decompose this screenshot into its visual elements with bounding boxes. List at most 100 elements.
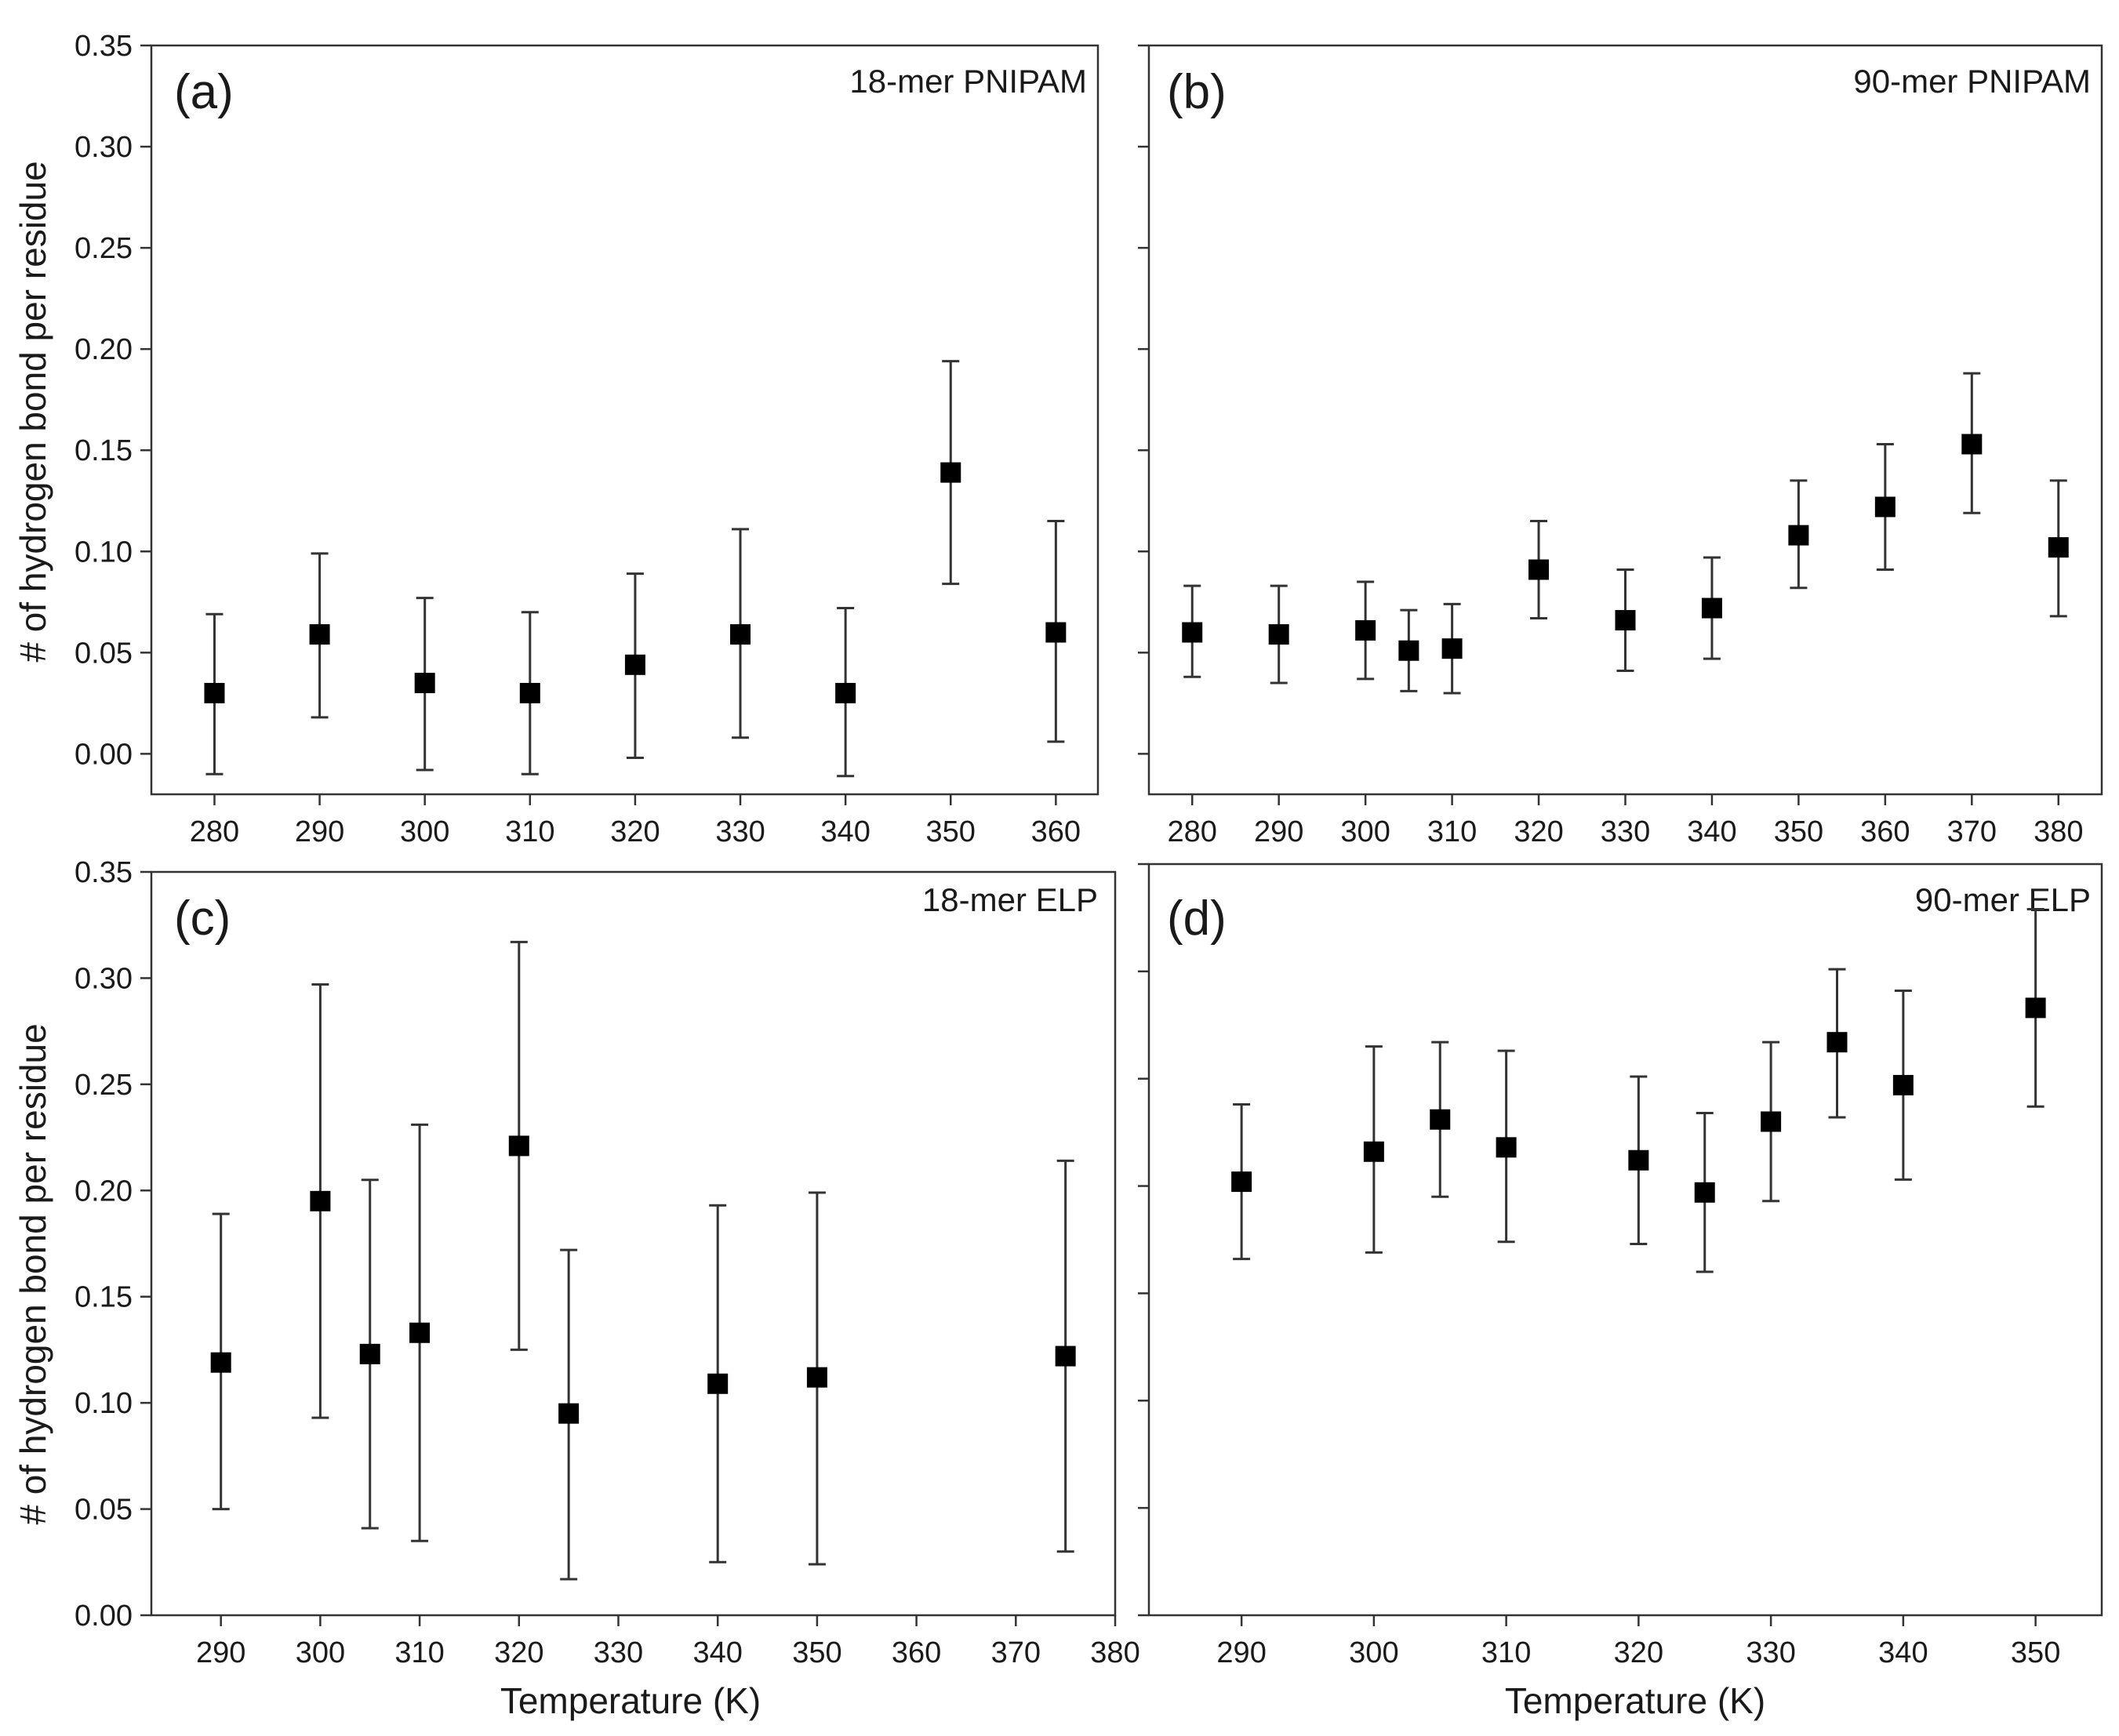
panel-tag-b: (b) — [1167, 65, 1227, 119]
x-tick-label-c: 290 — [196, 1636, 245, 1669]
x-tick-label-c: 300 — [296, 1636, 345, 1669]
y-tick-label-c: 0.00 — [75, 1600, 133, 1632]
data-point-b — [1701, 597, 1722, 619]
data-point-a — [730, 624, 751, 645]
plot-frame-a — [150, 44, 1099, 796]
data-point-c — [359, 1343, 380, 1364]
panel-title-b: 90-mer PNIPAM — [1853, 63, 2091, 100]
y-tick-label-c: 0.15 — [75, 1281, 133, 1314]
x-tick-label-b: 350 — [1774, 815, 1823, 848]
data-point-c — [508, 1135, 529, 1157]
panel-tag-c: (c) — [174, 892, 231, 946]
data-point-b — [1355, 619, 1376, 641]
data-point-b — [1398, 640, 1419, 661]
panel-c: (c) 18-mer ELP 290 300 310 320 330 340 350 360 3… — [75, 856, 1140, 1669]
data-point-a — [414, 673, 435, 694]
x-tick-label-b: 320 — [1514, 815, 1563, 848]
y-tick-label-a: 0.15 — [75, 434, 133, 467]
data-point-a — [204, 682, 225, 703]
y-tick-label-a: 0.05 — [75, 637, 133, 670]
data-point-b — [2048, 537, 2069, 558]
x-tick-label-a: 310 — [505, 815, 554, 848]
x-tick-label-a: 330 — [715, 815, 765, 848]
x-tick-label-d: 350 — [2011, 1636, 2060, 1669]
panel-title-d: 90-mer ELP — [1915, 881, 2091, 918]
data-point-b — [1528, 559, 1550, 580]
x-tick-label-a: 280 — [190, 815, 239, 848]
data-point-d — [1496, 1137, 1517, 1158]
panel-a: (a) 18-mer PNIPAM 280 290 300 310 320 330 340 3… — [75, 30, 1099, 848]
y-tick-label-a: 0.00 — [75, 738, 133, 771]
x-tick-label-a: 350 — [926, 815, 976, 848]
plot-frame-c — [150, 870, 1117, 1617]
x-tick-label-b: 340 — [1687, 815, 1736, 848]
y-tick-label-a: 0.25 — [75, 232, 133, 265]
x-tick-label-c: 320 — [494, 1636, 543, 1669]
y-tick-label-a: 0.10 — [75, 536, 133, 568]
x-axis-label-left: Temperature (K) — [500, 1680, 761, 1721]
data-point-d — [1231, 1171, 1252, 1193]
x-tick-label-c: 360 — [892, 1636, 941, 1669]
y-tick-label-c: 0.35 — [75, 856, 133, 889]
data-point-d — [1628, 1149, 1649, 1171]
data-point-d — [2025, 997, 2046, 1019]
x-tick-label-a: 360 — [1031, 815, 1081, 848]
plot-frame-d — [1147, 863, 2103, 1617]
data-point-d — [1694, 1182, 1715, 1203]
y-tick-label-a: 0.30 — [75, 131, 133, 164]
x-tick-label-c: 350 — [792, 1636, 841, 1669]
x-tick-label-b: 330 — [1601, 815, 1650, 848]
data-point-a — [624, 654, 645, 675]
panel-b: (b) 90-mer PNIPAM 280 290 300 310 320 330 340 3… — [1138, 44, 2103, 848]
panel-d: (d) 90-mer ELP 290 300 310 320 330 340 350 — [1138, 863, 2103, 1669]
y-tick-label-c: 0.05 — [75, 1494, 133, 1527]
x-tick-label-b: 280 — [1168, 815, 1217, 848]
x-tick-label-a: 290 — [295, 815, 344, 848]
x-tick-label-b: 310 — [1427, 815, 1477, 848]
x-tick-label-d: 330 — [1746, 1636, 1795, 1669]
data-point-d — [1892, 1074, 1914, 1095]
x-tick-label-a: 300 — [400, 815, 449, 848]
data-point-d — [1761, 1111, 1782, 1132]
data-point-a — [835, 682, 856, 703]
x-tick-label-c: 340 — [692, 1636, 742, 1669]
x-tick-label-b: 360 — [1860, 815, 1910, 848]
x-tick-label-c: 380 — [1090, 1636, 1139, 1669]
data-point-c — [707, 1373, 729, 1394]
y-axis-label-bottom: # of hydrogen bond per residue — [13, 1023, 53, 1524]
x-tick-label-c: 310 — [394, 1636, 444, 1669]
x-tick-label-d: 300 — [1349, 1636, 1398, 1669]
data-point-a — [940, 462, 961, 483]
panel-title-c: 18-mer ELP — [922, 881, 1098, 918]
y-tick-label-c: 0.10 — [75, 1387, 133, 1420]
y-tick-label-c: 0.20 — [75, 1175, 133, 1208]
panel-title-a: 18-mer PNIPAM — [849, 63, 1087, 100]
data-point-c — [1055, 1346, 1076, 1367]
x-tick-label-a: 340 — [820, 815, 870, 848]
x-tick-label-b: 380 — [2034, 815, 2083, 848]
x-tick-label-d: 310 — [1481, 1636, 1531, 1669]
data-point-d — [1430, 1109, 1451, 1130]
y-tick-label-c: 0.30 — [75, 962, 133, 995]
data-point-c — [310, 1190, 331, 1211]
y-tick-label-a: 0.20 — [75, 333, 133, 366]
y-tick-label-c: 0.25 — [75, 1069, 133, 1102]
data-point-c — [210, 1352, 231, 1373]
data-point-a — [519, 682, 540, 703]
x-axis-label-right: Temperature (K) — [1505, 1680, 1765, 1721]
data-point-c — [409, 1322, 431, 1343]
data-point-b — [1961, 434, 1983, 455]
x-tick-label-b: 370 — [1947, 815, 1997, 848]
x-tick-label-c: 370 — [991, 1636, 1041, 1669]
data-point-b — [1788, 525, 1809, 546]
data-point-c — [558, 1403, 580, 1424]
data-point-a — [309, 624, 330, 645]
x-tick-label-d: 340 — [1878, 1636, 1928, 1669]
x-tick-label-b: 300 — [1340, 815, 1390, 848]
data-point-b — [1268, 624, 1289, 645]
x-tick-label-a: 320 — [610, 815, 660, 848]
x-tick-label-c: 330 — [594, 1636, 643, 1669]
panel-tag-d: (d) — [1167, 892, 1227, 946]
data-point-d — [1826, 1032, 1848, 1053]
